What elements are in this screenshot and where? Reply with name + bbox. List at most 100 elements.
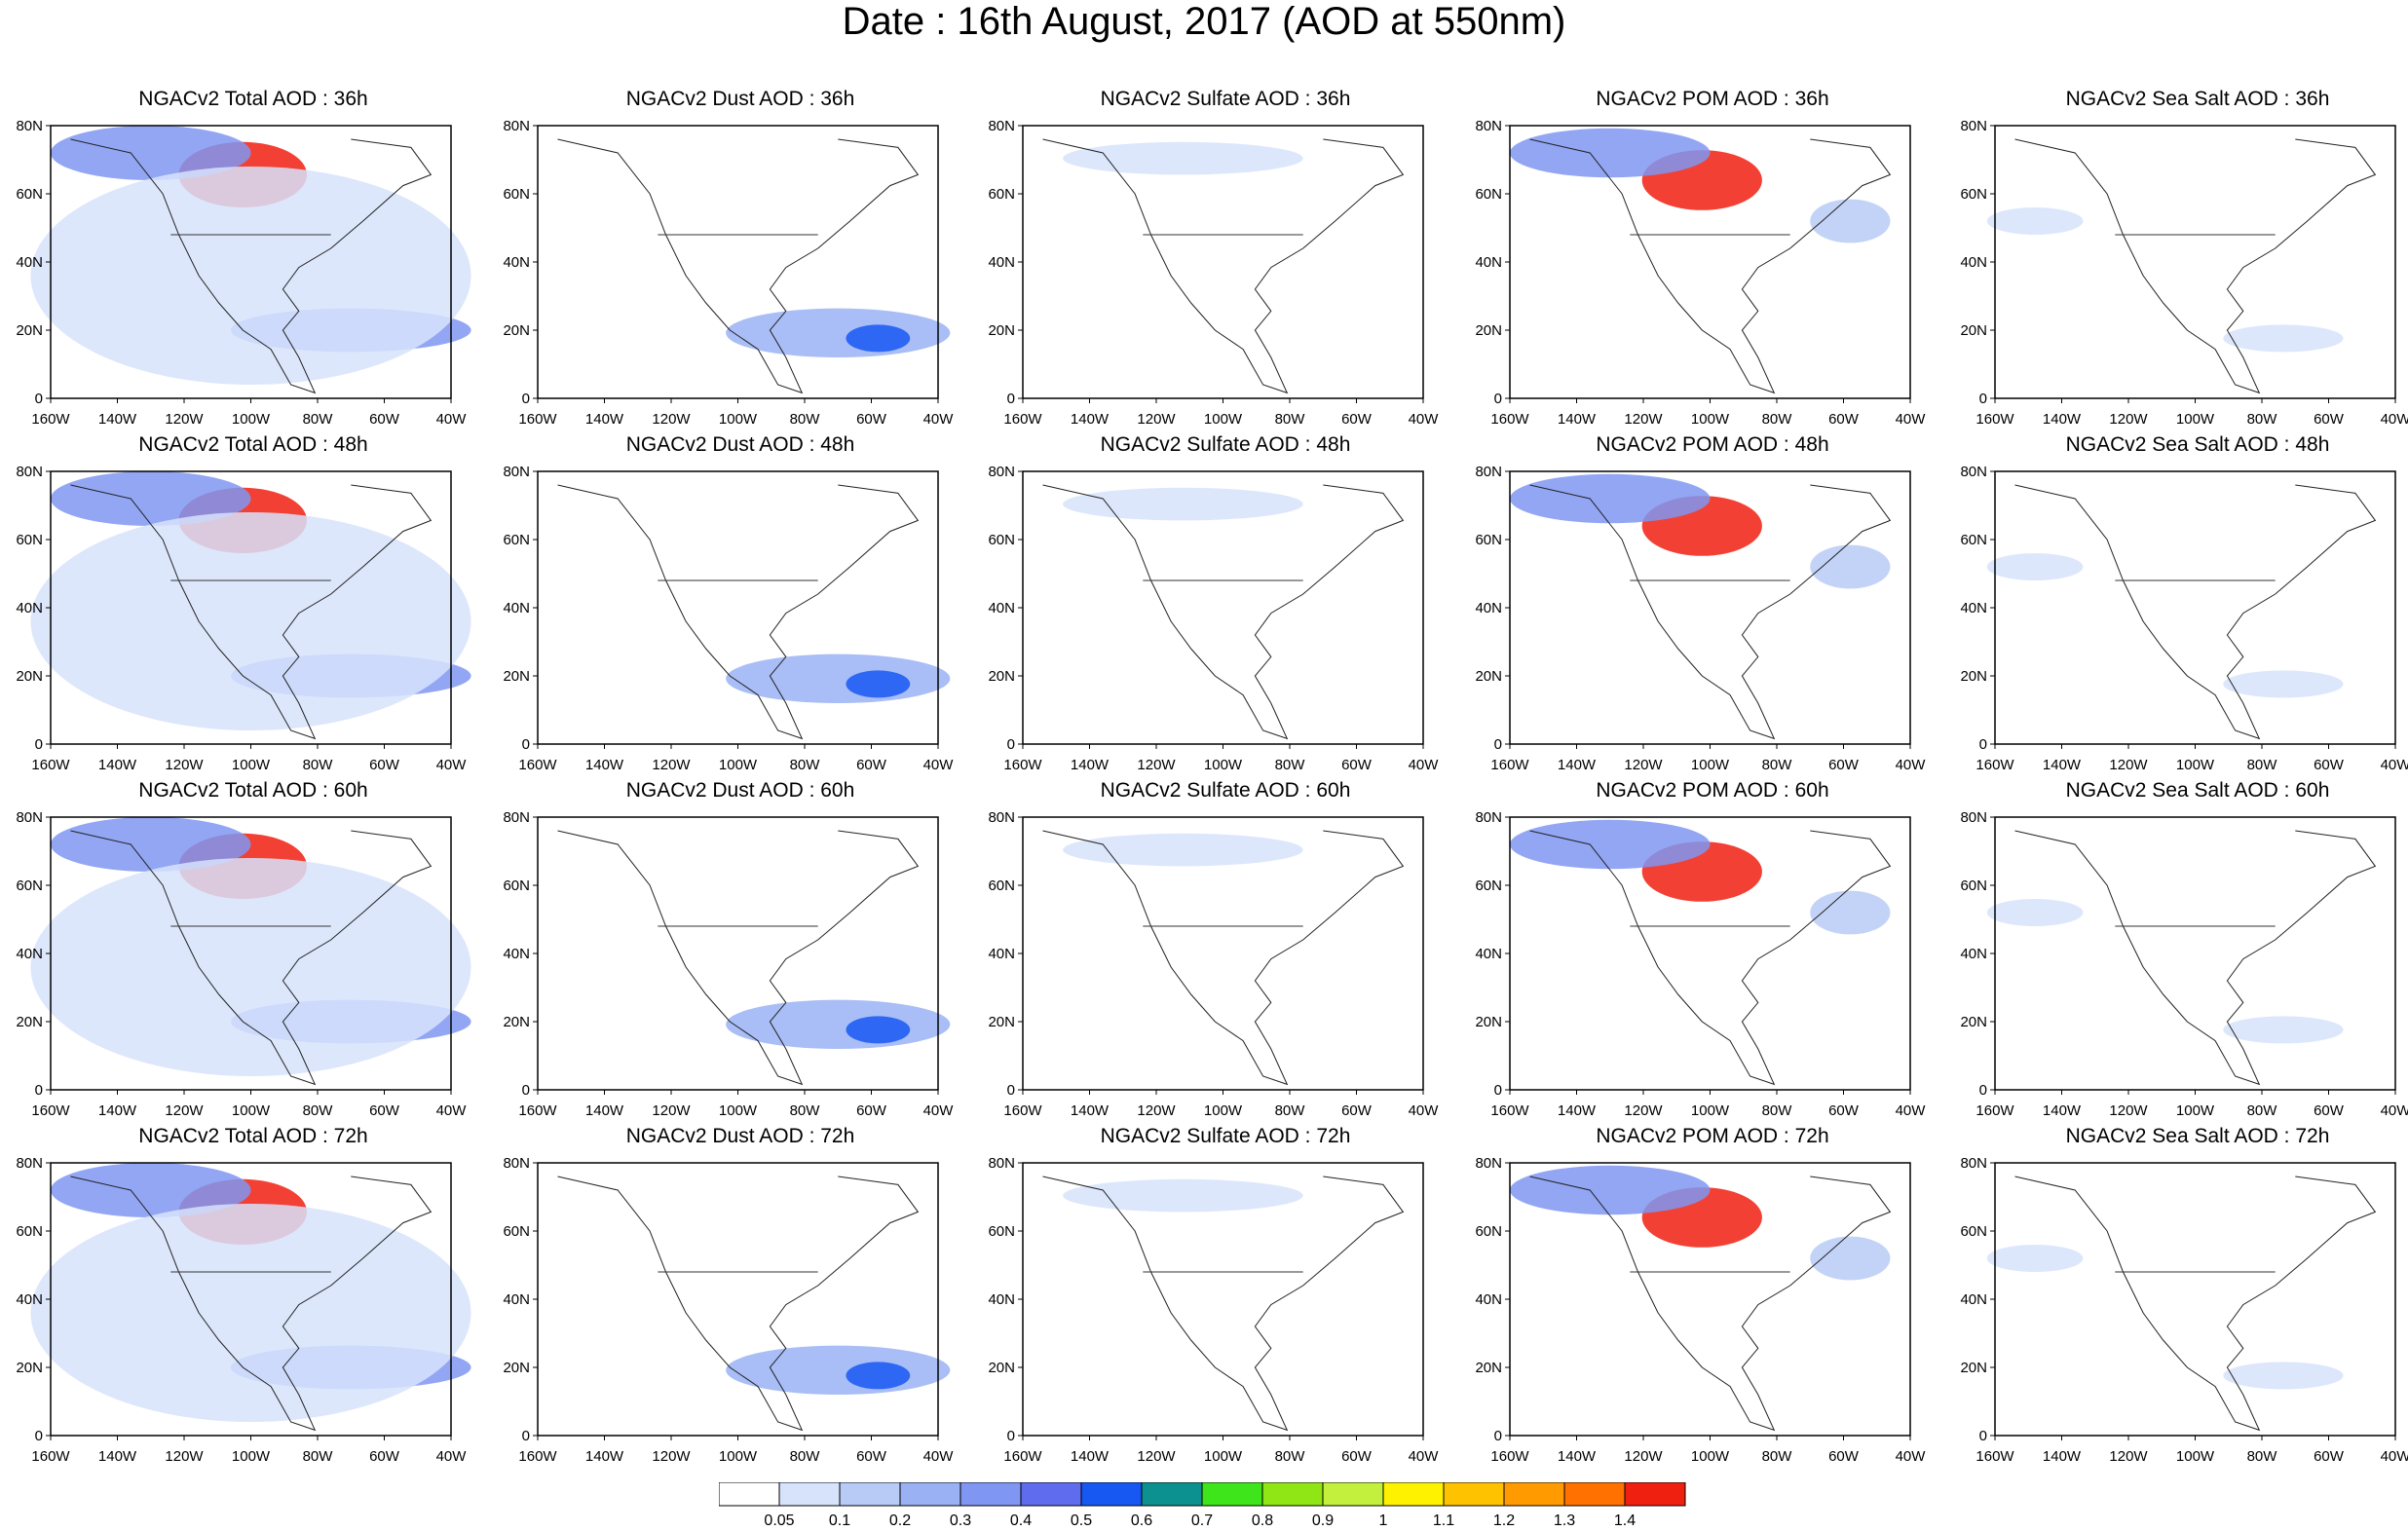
lat-tick-label: 0	[1494, 1082, 1502, 1099]
lon-tick-label: 60W	[369, 411, 400, 428]
lat-tick-label: 40N	[503, 254, 530, 271]
aod-plume	[51, 1163, 251, 1217]
lon-tick-label: 80W	[2247, 1102, 2278, 1119]
coastline	[2014, 830, 2377, 1086]
map-panel-sulfate-60h: NGACv2 Sulfate AOD : 60h 80N 60N 40N 20N 0 160…	[972, 777, 1479, 1128]
lon-tick-label: 80W	[1275, 1102, 1306, 1119]
lat-tick-label: 40N	[503, 1291, 530, 1308]
map-panel-seasalt-72h: NGACv2 Sea Salt AOD : 72h 80N 60N 40N 20N 0 16…	[1944, 1123, 2408, 1474]
lat-tick-label: 0	[522, 736, 530, 753]
lon-tick-label: 80W	[303, 757, 334, 773]
lat-tick-label: 40N	[16, 946, 43, 962]
lat-tick-label: 40N	[988, 946, 1015, 962]
aod-plume	[30, 167, 471, 385]
lat-tick-label: 80N	[503, 1155, 530, 1172]
lat-tick-label: 80N	[503, 464, 530, 480]
lon-tick-label: 60W	[856, 757, 887, 773]
lon-tick-label: 140W	[2043, 1448, 2082, 1465]
lon-tick-label: 100W	[719, 411, 758, 428]
aod-plume	[1510, 473, 1711, 524]
aod-plume	[1510, 1165, 1711, 1215]
lon-tick-label: 60W	[1828, 411, 1860, 428]
lat-tick-label: 80N	[1475, 1155, 1502, 1172]
coastline	[557, 138, 920, 394]
map-panel-total-72h: NGACv2 Total AOD : 72h 80N 60N 40N 20N 0 160W 1…	[0, 1123, 507, 1474]
lat-tick-label: 20N	[988, 322, 1015, 339]
lon-tick-label: 140W	[585, 411, 624, 428]
lat-tick-label: 0	[1007, 1082, 1015, 1099]
lat-tick-label: 20N	[988, 1014, 1015, 1030]
aod-plume	[1063, 141, 1303, 175]
colorbar-label: 1.2	[1493, 1512, 1515, 1527]
map-panel-dust-36h: NGACv2 Dust AOD : 36h 80N 60N 40N 20N 0 160W 14…	[487, 86, 994, 436]
panel-title: NGACv2 Total AOD : 36h	[138, 88, 368, 110]
aod-plume	[51, 471, 251, 526]
lon-tick-label: 140W	[1558, 1448, 1597, 1465]
lon-tick-label: 80W	[2247, 757, 2278, 773]
lon-tick-label: 60W	[1828, 1102, 1860, 1119]
lon-tick-label: 120W	[652, 1102, 691, 1119]
lon-tick-label: 120W	[2109, 1102, 2148, 1119]
lon-tick-label: 140W	[585, 757, 624, 773]
lat-tick-label: 40N	[1475, 946, 1502, 962]
colorbar-swatch	[1261, 1482, 1324, 1507]
lat-tick-label: 60N	[988, 532, 1015, 548]
lon-tick-label: 60W	[1341, 1102, 1373, 1119]
aod-plume	[726, 308, 951, 357]
map-plot: 80N 60N 40N 20N 0 160W 140W 120W 100W 80W 60W 40W	[1475, 118, 1926, 428]
aod-plume	[726, 1345, 951, 1395]
lon-tick-label: 160W	[1490, 757, 1529, 773]
lat-tick-label: 0	[35, 1082, 43, 1099]
lat-tick-label: 20N	[503, 1360, 530, 1376]
lon-tick-label: 140W	[1558, 411, 1597, 428]
lon-tick-label: 140W	[585, 1102, 624, 1119]
aod-plume	[1986, 1245, 2084, 1272]
lon-tick-label: 60W	[1828, 757, 1860, 773]
lon-tick-label: 80W	[790, 1102, 821, 1119]
aod-plume	[1063, 487, 1303, 521]
lon-tick-label: 60W	[369, 757, 400, 773]
colorbar-label: 0.8	[1252, 1512, 1273, 1527]
coastline	[1529, 1176, 1892, 1432]
map-frame	[1994, 470, 2396, 745]
lon-tick-label: 140W	[1558, 1102, 1597, 1119]
lat-tick-label: 60N	[1960, 878, 1987, 894]
aod-plume	[2223, 1016, 2344, 1044]
lat-tick-label: 20N	[503, 322, 530, 339]
map-panel-dust-48h: NGACv2 Dust AOD : 48h 80N 60N 40N 20N 0 160W 14…	[487, 431, 994, 782]
coastline	[70, 138, 433, 394]
lon-tick-label: 100W	[1691, 1102, 1730, 1119]
aod-plume	[846, 1362, 911, 1390]
map-panel-total-48h: NGACv2 Total AOD : 48h 80N 60N 40N 20N 0 160W 1…	[0, 431, 507, 782]
lon-tick-label: 160W	[1003, 1448, 1042, 1465]
lon-tick-label: 60W	[1341, 1448, 1373, 1465]
coastline	[557, 1176, 920, 1432]
lat-tick-label: 80N	[1960, 118, 1987, 134]
lon-tick-label: 40W	[923, 1448, 955, 1465]
lat-tick-label: 20N	[1960, 668, 1987, 685]
lat-tick-label: 80N	[503, 118, 530, 134]
panel-title: NGACv2 Total AOD : 60h	[138, 779, 368, 802]
lon-tick-label: 100W	[232, 411, 271, 428]
colorbar-swatch	[1080, 1482, 1143, 1507]
lat-tick-label: 0	[1494, 1428, 1502, 1444]
map-frame	[1994, 1162, 2396, 1437]
lat-tick-label: 40N	[1475, 1291, 1502, 1308]
lon-tick-label: 120W	[165, 1448, 204, 1465]
lon-tick-label: 80W	[303, 1102, 334, 1119]
lon-tick-label: 40W	[1409, 757, 1440, 773]
colorbar: 0.05 0.1 0.2 0.3 0.4 0.5 0.6 0.7 0.8 0.9 1 1.1 1.2 1.…	[719, 1482, 1686, 1527]
lat-tick-label: 0	[522, 1082, 530, 1099]
map-panel-sulfate-36h: NGACv2 Sulfate AOD : 36h 80N 60N 40N 20N 0 160…	[972, 86, 1479, 436]
colorbar-label: 0.3	[950, 1512, 971, 1527]
lon-tick-label: 60W	[2314, 1448, 2345, 1465]
lon-tick-label: 40W	[2381, 1102, 2408, 1119]
colorbar-swatch	[1201, 1482, 1263, 1507]
map-plot: 80N 60N 40N 20N 0 160W 140W 120W 100W 80W 60W 40W	[503, 464, 954, 773]
map-panel-seasalt-36h: NGACv2 Sea Salt AOD : 36h 80N 60N 40N 20N 0 16…	[1944, 86, 2408, 436]
lon-tick-label: 100W	[2176, 1448, 2215, 1465]
map-panel-dust-72h: NGACv2 Dust AOD : 72h 80N 60N 40N 20N 0 160W 14…	[487, 1123, 994, 1474]
lat-tick-label: 60N	[988, 186, 1015, 203]
lat-tick-label: 60N	[1960, 1223, 1987, 1240]
lat-tick-label: 20N	[1475, 1360, 1502, 1376]
